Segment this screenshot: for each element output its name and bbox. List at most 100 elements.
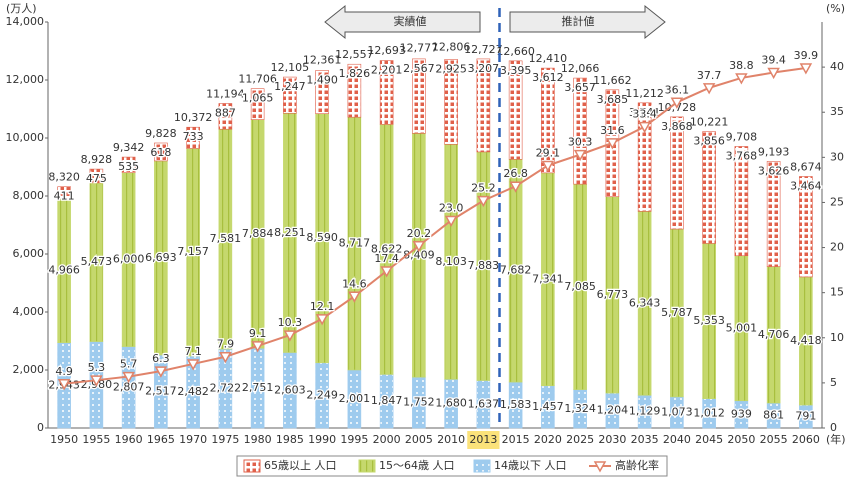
value-label: 4,706 xyxy=(758,328,790,341)
line-value-label: 20.2 xyxy=(407,227,432,240)
value-label: 2,001 xyxy=(339,392,371,405)
line-value-label: 37.7 xyxy=(697,69,722,82)
value-label: 1,065 xyxy=(242,92,274,105)
x-tick-label: 1965 xyxy=(147,433,175,446)
x-tick-label: 1975 xyxy=(211,433,239,446)
value-label: 1,847 xyxy=(371,394,403,407)
value-label: 1,826 xyxy=(339,67,371,80)
value-label: 2,751 xyxy=(242,381,274,394)
value-label: 733 xyxy=(183,130,204,143)
total-label: 12,361 xyxy=(303,54,342,67)
bar-segment xyxy=(476,58,491,153)
value-label: 5,001 xyxy=(726,321,758,334)
y-tick-label: 2,000 xyxy=(13,363,45,376)
value-label: 411 xyxy=(54,190,75,203)
line-value-label: 4.9 xyxy=(55,365,73,378)
value-label: 3,657 xyxy=(564,81,596,94)
value-label: 8,103 xyxy=(435,255,467,268)
line-value-label: 39.9 xyxy=(794,49,819,62)
line-marker xyxy=(380,266,393,278)
x-tick-label: 2025 xyxy=(566,433,594,446)
y-tick-label: 14,000 xyxy=(6,15,45,28)
line-marker xyxy=(702,83,716,95)
total-label: 12,727 xyxy=(464,43,503,56)
x-tick-label: 2055 xyxy=(760,433,788,446)
bar-segment xyxy=(734,146,749,257)
legend-label: 15～64歳 人口 xyxy=(379,459,455,472)
line-value-label: 7.9 xyxy=(217,338,235,351)
line-marker xyxy=(90,375,103,387)
line-marker xyxy=(154,366,168,378)
value-label: 7,682 xyxy=(500,264,532,277)
total-label: 9,708 xyxy=(726,130,758,143)
line-value-label: 5.7 xyxy=(120,358,138,371)
actual-label: 実績値 xyxy=(394,14,427,28)
total-label: 8,928 xyxy=(81,153,113,166)
legend-swatch xyxy=(358,459,376,473)
x-tick-label: 2030 xyxy=(598,433,626,446)
legend-label: 65歳以上 人口 xyxy=(264,459,337,472)
value-label: 6,000 xyxy=(113,253,145,266)
value-label: 6,773 xyxy=(597,288,629,301)
value-label: 1,129 xyxy=(629,405,661,418)
line-marker xyxy=(283,330,297,342)
y-tick-label: 12,000 xyxy=(6,73,45,86)
total-label: 12,557 xyxy=(335,48,374,61)
x-tick-label: 1950 xyxy=(50,433,78,446)
bar-segment xyxy=(444,59,458,145)
y2-tick-label: 20 xyxy=(830,241,844,254)
value-label: 2,603 xyxy=(274,383,306,396)
line-marker xyxy=(767,67,780,80)
value-label: 535 xyxy=(118,160,139,173)
x-tick-label: 2010 xyxy=(437,433,465,446)
legend-swatch xyxy=(243,459,261,473)
y-axis-label: (万人) xyxy=(6,2,37,15)
total-label: 12,410 xyxy=(529,52,568,65)
value-label: 7,884 xyxy=(242,227,274,240)
legend-marker xyxy=(593,461,607,473)
value-label: 8,251 xyxy=(274,226,306,239)
line-value-label: 39.4 xyxy=(761,54,786,67)
line-marker xyxy=(670,97,684,109)
total-label: 12,066 xyxy=(561,62,600,75)
line-marker xyxy=(186,359,200,371)
bar-segment xyxy=(315,70,329,114)
y2-tick-label: 15 xyxy=(830,286,844,299)
line-marker xyxy=(509,181,522,193)
x-tick-label: 2000 xyxy=(373,433,401,446)
bar-segment xyxy=(702,131,716,244)
value-label: 6,693 xyxy=(145,251,177,264)
value-label: 3,685 xyxy=(597,93,629,106)
bar-segment xyxy=(573,77,587,185)
value-label: 2,567 xyxy=(403,62,435,75)
value-label: 1,637 xyxy=(468,397,500,410)
x-tick-label: 1980 xyxy=(244,433,272,446)
value-label: 887 xyxy=(215,106,236,119)
line-value-label: 25.2 xyxy=(471,182,496,195)
total-label: 12,777 xyxy=(400,41,439,54)
value-label: 1,680 xyxy=(435,397,467,410)
x-tick-label: 1990 xyxy=(308,433,336,446)
line-marker xyxy=(735,73,748,85)
line-value-label: 9.1 xyxy=(249,327,267,340)
value-label: 7,157 xyxy=(177,245,209,258)
value-label: 1,752 xyxy=(403,396,435,409)
total-label: 11,706 xyxy=(238,73,277,86)
line-value-label: 33.4 xyxy=(632,108,657,121)
bar-segment xyxy=(766,161,781,267)
line-marker xyxy=(573,149,587,162)
value-label: 1,204 xyxy=(597,404,629,417)
bar-segment xyxy=(57,186,71,199)
value-label: 2,517 xyxy=(145,385,177,398)
value-label: 4,966 xyxy=(48,264,80,277)
line-value-label: 36.1 xyxy=(665,83,690,96)
highlight xyxy=(467,431,500,449)
total-label: 12,660 xyxy=(496,45,535,58)
value-label: 618 xyxy=(150,146,171,159)
total-label: 10,221 xyxy=(690,116,729,129)
line-marker xyxy=(57,379,71,391)
value-label: 3,856 xyxy=(693,135,725,148)
x-tick-label: 1960 xyxy=(115,433,143,446)
line-value-label: 26.8 xyxy=(503,167,528,180)
